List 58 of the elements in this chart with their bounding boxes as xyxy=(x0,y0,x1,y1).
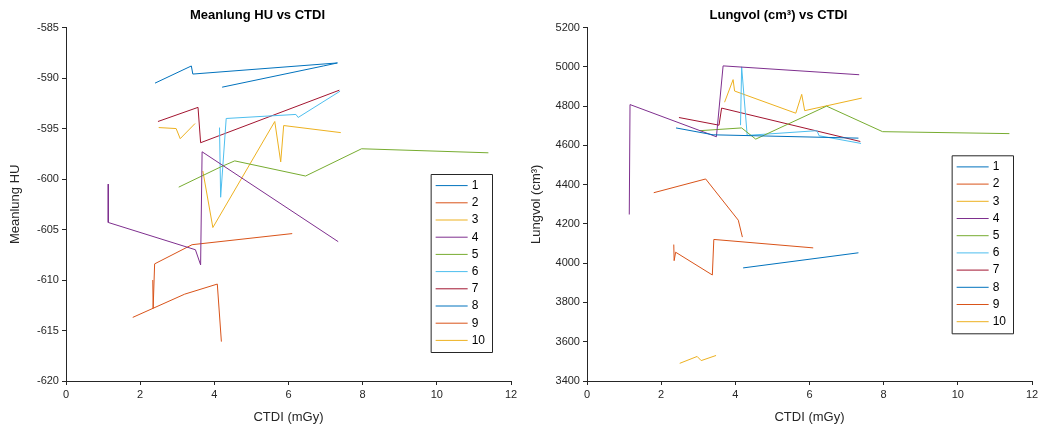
x-tick-label: 12 xyxy=(504,387,518,400)
y-tick-label: 4000 xyxy=(555,256,580,269)
y-tick-label: 3600 xyxy=(555,334,580,347)
y-tick-label: 4400 xyxy=(555,177,580,190)
x-axis-title: CTDI (mGy) xyxy=(774,408,845,424)
x-tick-label: 4 xyxy=(211,387,218,400)
x-tick-label: 6 xyxy=(285,387,292,400)
x-axis-title: CTDI (mGy) xyxy=(253,408,324,424)
x-tick-label: 12 xyxy=(1025,387,1039,400)
legend-label: 3 xyxy=(471,212,479,227)
legend-label: 8 xyxy=(471,298,479,313)
legend-label: 3 xyxy=(992,193,1000,208)
chart-title: Lungvol (cm³) vs CTDI xyxy=(709,7,848,23)
x-tick-label: 4 xyxy=(732,387,739,400)
y-tick-label: -615 xyxy=(36,323,59,336)
legend-label: 9 xyxy=(471,315,479,330)
y-tick-label: -605 xyxy=(36,222,59,235)
legend-label: 4 xyxy=(992,210,1000,225)
x-tick-label: 2 xyxy=(658,387,665,400)
legend-label: 10 xyxy=(471,332,486,347)
x-tick-label: 2 xyxy=(137,387,144,400)
y-tick-label: -620 xyxy=(36,374,59,387)
y-tick-label: 5000 xyxy=(555,59,580,72)
y-tick-label: 3400 xyxy=(555,374,580,387)
x-tick-label: 8 xyxy=(359,387,366,400)
x-tick-label: 6 xyxy=(806,387,813,400)
y-tick-label: -590 xyxy=(36,71,59,84)
legend-label: 10 xyxy=(992,314,1007,329)
y-tick-label: -595 xyxy=(36,121,59,134)
legend-label: 2 xyxy=(471,195,479,210)
y-tick-label: -610 xyxy=(36,273,59,286)
legend-label: 6 xyxy=(471,263,479,278)
legend-label: 7 xyxy=(471,281,479,296)
y-axis-title: Meanlung HU xyxy=(7,164,23,245)
legend-label: 5 xyxy=(992,228,1000,243)
chart-title: Meanlung HU vs CTDI xyxy=(189,7,326,23)
legend-label: 9 xyxy=(992,296,1000,311)
y-tick-label: 4800 xyxy=(555,99,580,112)
y-tick-label: -585 xyxy=(36,20,59,33)
legend-label: 5 xyxy=(471,246,479,261)
x-tick-label: 0 xyxy=(583,387,591,400)
x-tick-label: 8 xyxy=(880,387,887,400)
legend-label: 7 xyxy=(992,262,1000,277)
y-tick-label: 3800 xyxy=(555,295,580,308)
y-tick-label: 5200 xyxy=(555,20,580,33)
legend-label: 4 xyxy=(471,229,479,244)
legend-label: 8 xyxy=(992,279,1000,294)
y-axis-title: Lungvol (cm³) xyxy=(528,164,544,245)
y-tick-label: -600 xyxy=(36,172,59,185)
x-tick-label: 10 xyxy=(951,387,964,400)
x-tick-label: 10 xyxy=(430,387,443,400)
legend-label: 1 xyxy=(471,177,479,192)
y-tick-label: 4200 xyxy=(555,216,580,229)
legend-label: 1 xyxy=(992,159,1000,174)
legend-label: 6 xyxy=(992,245,1000,260)
legend-label: 2 xyxy=(992,176,1000,191)
y-tick-label: 4600 xyxy=(555,138,580,151)
x-tick-label: 0 xyxy=(62,387,70,400)
